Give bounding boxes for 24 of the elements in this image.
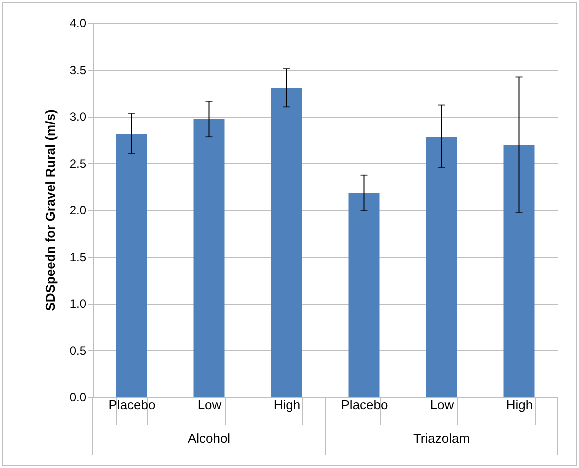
- x-tick-label: Low: [430, 398, 455, 412]
- text: Triazolam: [413, 431, 470, 446]
- x-tick-label: High: [506, 398, 534, 412]
- y-tick-label: 0.0: [70, 390, 87, 404]
- y-tick-label: 2.5: [70, 156, 87, 171]
- y-tick-label: 0.5: [70, 344, 87, 358]
- bar: [271, 88, 302, 397]
- bar: [426, 137, 458, 397]
- y-tick-label: 4.0: [70, 16, 87, 30]
- y-tick-label: 3.5: [70, 63, 87, 78]
- x-tick-label: Placebo: [108, 398, 156, 412]
- y-tick-label: 1.5: [70, 250, 87, 264]
- y-tick-label: 2.0: [70, 204, 87, 218]
- x-tick-label: High: [274, 398, 301, 412]
- y-tick-label: 1.0: [70, 297, 87, 311]
- y-axis-title: SDSpeedn for Gravel Rural (m/s): [42, 110, 58, 312]
- bar: [348, 193, 380, 397]
- x-tick-label: Placebo: [341, 398, 388, 412]
- bar: [504, 145, 535, 397]
- bar: [116, 134, 148, 397]
- text: Alcohol: [188, 431, 231, 446]
- x-tick-label: Low: [198, 398, 222, 412]
- y-tick-label: 3.0: [70, 110, 87, 124]
- bar: [194, 119, 225, 397]
